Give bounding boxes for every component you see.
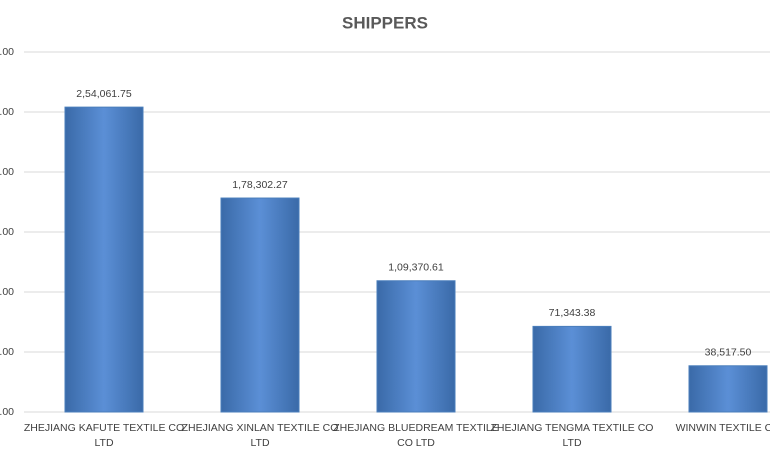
- chart-title: SHIPPERS: [342, 13, 428, 32]
- bar: [376, 280, 456, 413]
- data-label: 2,54,061.75: [76, 88, 132, 100]
- bar: [64, 106, 144, 413]
- data-label: 38,517.50: [705, 347, 752, 359]
- y-tick-label: 2,00,000.00: [0, 166, 14, 178]
- x-tick-label: ZHEJIANG BLUEDREAM TEXTILE CO LTD: [333, 422, 499, 449]
- y-tick-label: 0.00: [0, 406, 14, 418]
- y-tick-label: 50,000.00: [0, 346, 14, 358]
- bar: [220, 197, 300, 413]
- y-tick-label: 1,00,000.00: [0, 286, 14, 298]
- data-label: 1,78,302.27: [232, 179, 288, 191]
- y-tick-label: 3,00,000.00: [0, 46, 14, 58]
- data-label: 1,09,370.61: [388, 262, 444, 274]
- data-label: 71,343.38: [549, 307, 596, 319]
- bar: [532, 325, 612, 413]
- x-tick-label: ZHEJIANG TENGMA TEXTILE CO LTD: [491, 422, 654, 449]
- y-tick-label: 1,50,000.00: [0, 226, 14, 238]
- x-tick-label: ZHEJIANG KAFUTE TEXTILE CO LTD: [24, 422, 184, 449]
- y-tick-label: 2,50,000.00: [0, 106, 14, 118]
- x-tick-label: WINWIN TEXTILE CO: [676, 422, 770, 434]
- x-tick-label: ZHEJIANG XINLAN TEXTILE CO LTD: [182, 422, 339, 449]
- bar: [688, 365, 768, 413]
